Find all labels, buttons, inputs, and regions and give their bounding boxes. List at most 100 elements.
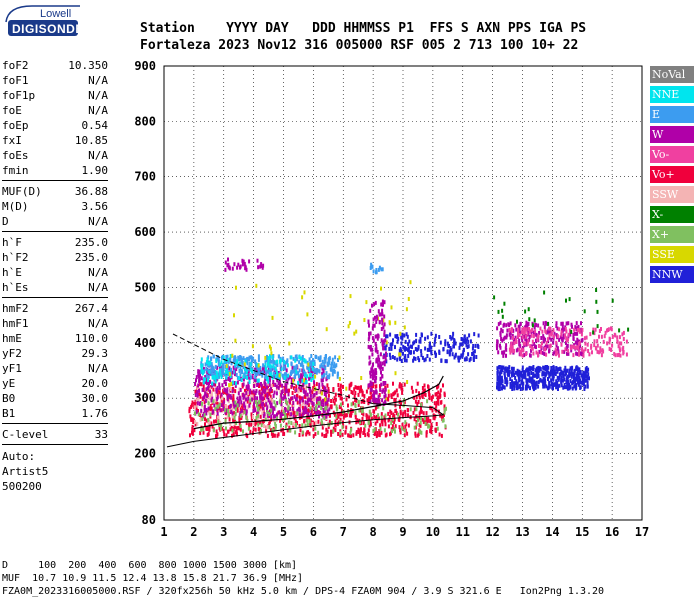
x-tick-label: 5 (280, 525, 287, 539)
echo-point (203, 408, 206, 413)
echo-point (556, 375, 559, 380)
echo-point (284, 395, 287, 400)
echo-point (381, 398, 384, 403)
echo-point (275, 391, 278, 396)
echo-point (264, 363, 267, 368)
echo-point (293, 411, 296, 416)
echo-point (530, 376, 532, 381)
echo-point (212, 399, 215, 404)
echo-point (262, 366, 264, 371)
echo-point (532, 379, 534, 384)
echo-point (438, 432, 441, 437)
echo-point (320, 391, 323, 396)
echo-point (578, 371, 581, 376)
echo-point (447, 344, 450, 348)
echo-point (266, 388, 269, 393)
param-name: C-level (2, 428, 49, 441)
echo-point (407, 348, 410, 353)
echo-point (200, 382, 203, 387)
echo-point (230, 409, 233, 414)
echo-point (384, 413, 387, 418)
echo-point (198, 377, 201, 382)
echo-point (257, 378, 260, 383)
echo-point (403, 333, 406, 338)
echo-point (406, 380, 409, 384)
echo-point (369, 308, 372, 313)
echo-point (321, 432, 324, 437)
echo-point (194, 382, 197, 386)
station-header: Station YYYY DAY DDD HHMMSS P1 FFS S AXN… (140, 20, 586, 54)
echo-point (268, 378, 271, 383)
y-tick-label: 80 (142, 513, 156, 527)
x-tick-label: 13 (515, 525, 529, 539)
echo-point (536, 335, 539, 340)
echo-point (253, 381, 256, 386)
echo-point (237, 391, 240, 396)
echo-point (313, 359, 316, 364)
echo-point (466, 336, 469, 341)
footer-info: D 100 200 400 600 800 1000 1500 3000 [km… (2, 559, 604, 598)
echo-point (552, 367, 555, 372)
echo-point (561, 325, 564, 329)
echo-point (515, 327, 518, 332)
echo-point (251, 431, 254, 436)
echo-point (318, 396, 321, 401)
echo-point (234, 411, 237, 416)
echo-point (284, 392, 287, 397)
echo-point (374, 427, 377, 432)
echo-point (345, 425, 348, 430)
echo-point (501, 314, 504, 319)
echo-point (282, 373, 284, 378)
echo-point (599, 349, 602, 354)
echo-point (232, 418, 235, 423)
echo-point (477, 333, 480, 338)
echo-point (468, 358, 471, 363)
echo-point (301, 355, 304, 359)
echo-point (419, 423, 422, 428)
echo-point (368, 355, 371, 360)
echo-point (220, 392, 223, 397)
echo-point (553, 382, 556, 387)
echo-point (347, 403, 349, 408)
echo-point (275, 384, 278, 389)
echo-point (303, 410, 306, 415)
echo-point (276, 370, 278, 375)
echo-point (430, 424, 433, 429)
echo-point (202, 367, 205, 371)
echo-point (196, 403, 199, 408)
echo-point (537, 374, 540, 379)
echo-point (339, 402, 342, 407)
echo-point (257, 422, 260, 427)
echo-point (265, 377, 268, 382)
echo-point (510, 341, 513, 346)
echo-point (575, 326, 578, 331)
param-row: h`Es N/A (2, 280, 108, 295)
echo-point (294, 374, 297, 379)
echo-point (330, 429, 332, 434)
echo-point (232, 410, 235, 415)
echo-point (393, 417, 396, 422)
echo-point (506, 366, 509, 371)
echo-point (552, 386, 554, 391)
echo-point (578, 349, 580, 354)
echo-point (382, 318, 385, 323)
echo-point (238, 415, 241, 420)
echo-point (521, 385, 524, 390)
echo-point (301, 378, 304, 383)
echo-point (335, 407, 338, 412)
echo-point (364, 433, 367, 438)
echo-point (534, 381, 537, 386)
echo-point (257, 406, 260, 411)
echo-point (511, 348, 513, 353)
param-name: h`Es (2, 281, 29, 294)
param-value: 235.0 (74, 236, 108, 249)
echo-point (196, 390, 199, 395)
echo-point (355, 398, 358, 403)
echo-point (423, 416, 426, 421)
echo-point (225, 361, 228, 366)
echo-point (363, 394, 366, 399)
echo-point (263, 424, 265, 428)
echo-point (384, 400, 387, 405)
echo-point (301, 412, 304, 417)
echo-point (276, 378, 279, 383)
